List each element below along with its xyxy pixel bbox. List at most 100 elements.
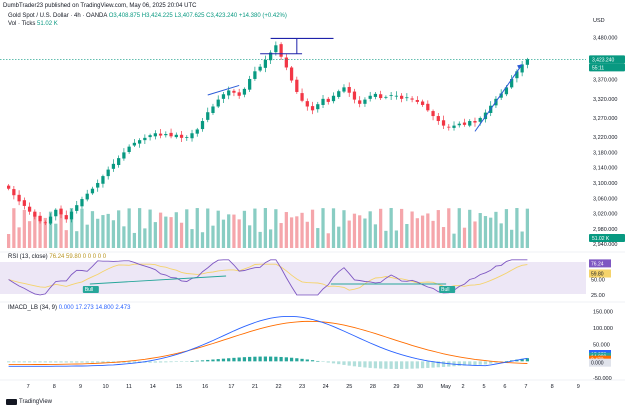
candle [441,120,446,126]
volume-bar [410,211,414,248]
macd-histogram-bar [43,361,47,363]
macd-histogram-bar [504,361,509,362]
candle [305,101,309,107]
macd-histogram-bar [426,361,430,368]
volume-bar [38,215,42,248]
macd-histogram-bar [27,361,32,363]
candle [478,117,482,122]
x-tick-label: 7 [27,384,30,390]
x-tick-label: 2 [462,384,465,390]
candle [452,125,456,128]
volume-bar [221,219,226,248]
candle [75,205,79,211]
volume-bar [54,223,58,248]
candle [394,95,399,97]
macd-histogram-bar [158,361,163,363]
rsi-legend: RSI (13, close) 76.24 59.80 0 0 0 0 0 [8,254,106,260]
volume-bar [337,226,341,248]
candle [499,93,503,98]
candle [337,91,341,97]
macd-histogram-bar [436,361,440,368]
last-price-tag-bg [589,55,625,64]
macd-histogram-bar [321,361,325,362]
candle [473,121,477,123]
volume-bar [211,225,215,248]
macd-histogram-bar [489,361,493,364]
volume-bar [358,215,362,248]
trendline-left [207,84,240,96]
volume-bar [164,216,168,248]
macd-histogram-bar [520,358,524,362]
volume-bar [462,227,467,248]
macd-histogram-bar [174,361,178,362]
macd-histogram-bar [75,361,79,363]
candle [436,116,440,122]
macd-signal-line [8,320,528,366]
tradingview-brand[interactable]: TradingView [6,399,52,405]
candle [515,71,519,79]
rsi-tag: 76.24 [591,261,604,267]
volume-bar [33,213,37,248]
bull-divergence-line [89,275,227,285]
macd-tick-label: 50.000 [593,343,610,349]
candle [195,129,199,134]
candle [368,95,372,99]
candle [468,121,472,126]
volume-bar [321,208,325,248]
volume-bar [143,228,147,248]
x-tick-label: 16 [202,384,208,390]
candle [85,193,89,200]
x-tick-label: 6 [503,384,506,390]
volume-bar [253,208,257,248]
candle [399,95,404,99]
volume-bar [190,229,194,248]
volume-bar [85,224,89,248]
countdown-tag: 55:11 [592,65,604,71]
x-tick-label: 17 [228,384,234,390]
candle [520,64,524,73]
rsi-tick-label: 50.00 [591,278,605,284]
macd-histogram-bar [127,361,131,363]
candle [117,158,121,166]
candle [347,86,351,93]
x-tick-label: 8 [53,384,56,390]
rsi-values: 76.24 59.80 0 0 0 0 0 [49,254,107,260]
rsi-ma-line [8,263,528,291]
candle [525,59,530,65]
candle [415,99,419,102]
volume-bar [195,208,199,248]
macd-histogram-bar [368,361,372,368]
volume-bar [148,209,152,248]
candle [504,87,509,95]
bull-label-bg [439,286,456,293]
macd-legend: IMACD_LB (34, 9) 0.000 17.273 14.800 2.4… [8,305,130,311]
macd-histogram-bar [169,361,173,363]
volume-bar [305,221,309,248]
volume-bar [22,209,26,248]
x-tick-label: 10 [103,384,109,390]
candle [127,146,131,153]
candle [295,79,299,92]
volume-bar [431,220,435,248]
volume-bar [342,210,346,248]
volume-bar [75,231,79,248]
volume-bar [12,208,16,248]
macd-histogram-bar [363,361,367,368]
macd-histogram-bar [106,361,110,363]
candle [174,134,178,138]
macd-histogram-bar [17,361,21,363]
candle [64,215,68,220]
candle [96,182,100,188]
volume-bar [69,208,74,248]
x-tick-label: 29 [393,384,399,390]
volume-bar [426,213,430,248]
macd-histogram-bar [64,361,68,363]
candle [379,94,383,99]
candle [248,78,252,90]
x-tick-label: 24 [323,384,329,390]
price-tick-label: 3,270.000 [593,116,617,122]
candle [153,133,157,137]
volume-bar [326,233,330,248]
x-tick-label: 21 [252,384,258,390]
